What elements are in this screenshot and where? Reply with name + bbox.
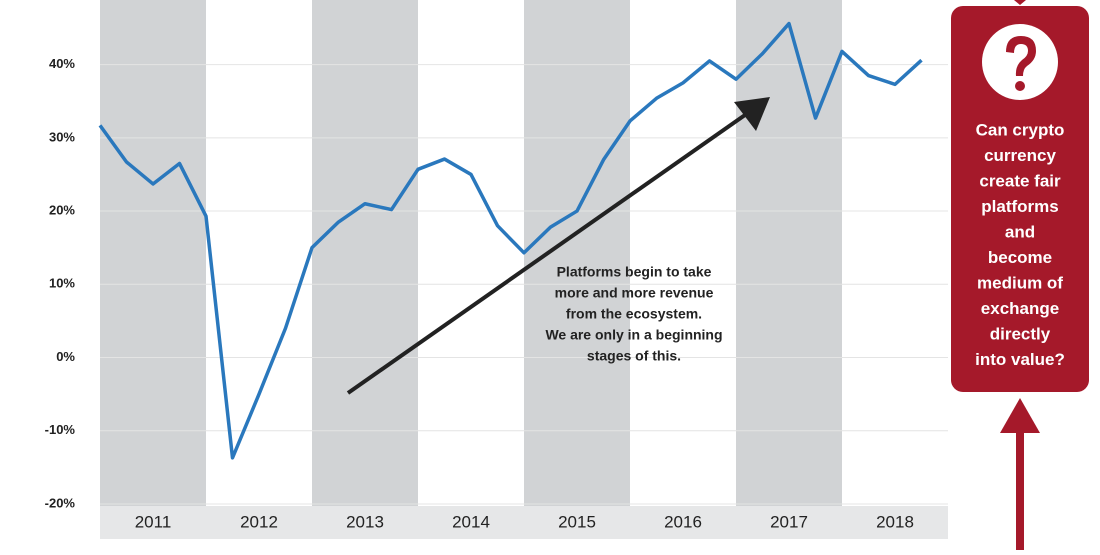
x-axis-strip [100,506,948,539]
annotation-line: from the ecosystem. [566,306,702,322]
y-tick-label: 0% [56,349,75,364]
annotation-line: more and more revenue [555,285,714,301]
annotation-line: We are only in a beginning [545,327,722,343]
x-tick-label: 2011 [135,512,172,531]
question-dot [1015,81,1025,91]
callout-line: become [988,248,1052,267]
x-tick-label: 2018 [876,512,914,531]
callout-line: Can crypto [976,120,1065,139]
callout-line: into value? [975,350,1065,369]
callout-line: medium of [977,273,1063,292]
x-tick-label: 2016 [664,512,702,531]
callout-box [951,6,1089,392]
trend-arrow [346,113,747,395]
year-band [524,0,630,506]
annotation-line: Platforms begin to take [557,264,712,280]
callout-line: directly [990,324,1051,343]
up-arrow-shaft [1016,430,1024,550]
x-tick-label: 2017 [770,512,808,531]
year-band [100,0,206,506]
y-tick-label: -20% [45,495,76,510]
callout-line: platforms [981,197,1058,216]
x-tick-label: 2014 [452,512,490,531]
up-arrow-head [1000,398,1040,433]
x-tick-label: 2013 [346,512,384,531]
year-band [312,0,418,506]
annotation-line: stages of this. [587,348,681,364]
data-line [98,21,923,460]
x-tick-label: 2012 [240,512,278,531]
y-tick-label: 10% [49,276,75,291]
x-tick-label: 2015 [558,512,596,531]
callout-line: exchange [981,299,1059,318]
y-tick-label: -10% [45,422,76,437]
y-tick-label: 40% [49,56,75,71]
callout-line: currency [984,146,1056,165]
arrow-head [734,97,770,131]
question-mark [1006,36,1036,76]
callout-line: and [1005,222,1035,241]
year-band [736,0,842,506]
callout-line: create fair [979,171,1061,190]
y-tick-label: 30% [49,129,75,144]
top-arrow [1014,0,1026,5]
y-tick-label: 20% [49,202,75,217]
